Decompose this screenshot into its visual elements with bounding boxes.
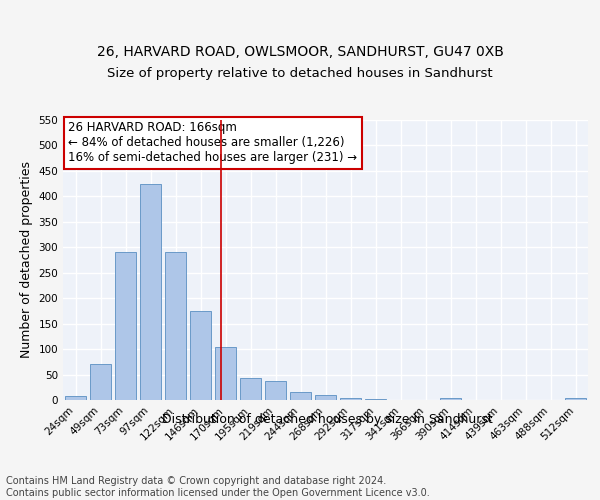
Text: Contains HM Land Registry data © Crown copyright and database right 2024.
Contai: Contains HM Land Registry data © Crown c… <box>6 476 430 498</box>
Bar <box>365 399 386 400</box>
Bar <box>340 398 361 400</box>
Bar <box>190 311 211 400</box>
Bar <box>440 398 461 400</box>
Bar <box>265 380 286 400</box>
Bar <box>115 252 136 400</box>
Y-axis label: Number of detached properties: Number of detached properties <box>20 162 33 358</box>
Bar <box>165 252 186 400</box>
Text: Size of property relative to detached houses in Sandhurst: Size of property relative to detached ho… <box>107 67 493 80</box>
Bar <box>140 184 161 400</box>
Bar <box>565 398 586 400</box>
Text: 26, HARVARD ROAD, OWLSMOOR, SANDHURST, GU47 0XB: 26, HARVARD ROAD, OWLSMOOR, SANDHURST, G… <box>97 46 503 60</box>
Text: 26 HARVARD ROAD: 166sqm
← 84% of detached houses are smaller (1,226)
16% of semi: 26 HARVARD ROAD: 166sqm ← 84% of detache… <box>68 122 358 164</box>
Bar <box>315 396 336 400</box>
Bar <box>240 378 261 400</box>
Bar <box>90 364 111 400</box>
Bar <box>215 346 236 400</box>
Text: Distribution of detached houses by size in Sandhurst: Distribution of detached houses by size … <box>161 412 493 426</box>
Bar <box>65 396 86 400</box>
Bar <box>290 392 311 400</box>
